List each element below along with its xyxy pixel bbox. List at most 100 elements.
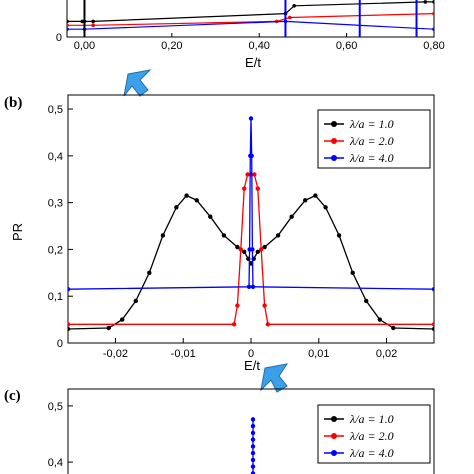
b-data-point bbox=[336, 233, 342, 238]
b-data-point bbox=[208, 214, 213, 219]
a-xtick-label: 0,60 bbox=[336, 40, 357, 52]
b-data-point bbox=[431, 287, 434, 292]
c-data-point bbox=[250, 417, 256, 422]
b-legend-marker bbox=[331, 121, 337, 127]
c-ytick-label: 0,5 bbox=[48, 401, 63, 413]
c-data-point bbox=[250, 430, 256, 436]
b-data-point bbox=[262, 303, 267, 308]
panel-b-label: (b) bbox=[4, 95, 22, 111]
b-data-point bbox=[194, 198, 199, 203]
b-data-point bbox=[160, 233, 166, 238]
b-xtick-label: 0 bbox=[248, 348, 254, 360]
b-data-point bbox=[231, 322, 237, 327]
b-ytick-label: 0,5 bbox=[48, 104, 63, 116]
b-data-point bbox=[248, 116, 254, 121]
b-xtick-label: -0,01 bbox=[171, 348, 196, 360]
a-xtick-label: 0,40 bbox=[249, 40, 270, 52]
b-data-point bbox=[289, 214, 294, 219]
b-data-point bbox=[303, 198, 308, 203]
b-data-point bbox=[259, 247, 264, 252]
a-data-point bbox=[91, 23, 95, 28]
b-data-point bbox=[255, 249, 260, 254]
c-data-point bbox=[250, 471, 256, 474]
b-data-point bbox=[68, 322, 71, 327]
b-data-point bbox=[431, 322, 434, 327]
c-data-point bbox=[250, 423, 256, 429]
a-data-point bbox=[67, 19, 69, 24]
b-data-point bbox=[184, 193, 189, 198]
b-data-point bbox=[255, 186, 260, 191]
b-data-point bbox=[249, 153, 254, 158]
panel-b-legend: λ/a = 1.0 λ/a = 2.0 λ/a = 4.0 bbox=[317, 109, 431, 169]
a-xtick-label: 0,00 bbox=[74, 40, 95, 52]
b-data-point bbox=[120, 317, 125, 322]
b-data-point bbox=[350, 270, 355, 275]
panel-b-xlabel: E/t bbox=[244, 358, 260, 373]
a-xtick-label: 0,80 bbox=[423, 40, 444, 52]
b-data-point bbox=[221, 233, 227, 238]
b-legend-label: λ/a = 1.0 bbox=[349, 117, 394, 131]
b-data-point bbox=[313, 193, 318, 198]
b-data-point bbox=[133, 298, 138, 304]
a-data-point bbox=[67, 23, 69, 28]
panel-b-ylabel: PR bbox=[10, 223, 25, 241]
a-data-point bbox=[67, 27, 69, 31]
a-series-line-3 bbox=[67, 20, 434, 30]
b-ytick-label: 0,2 bbox=[48, 244, 63, 256]
panel-a-frame bbox=[66, 0, 435, 38]
b-data-point bbox=[250, 284, 256, 289]
b-data-point bbox=[323, 205, 328, 210]
b-data-point bbox=[147, 270, 152, 275]
b-data-point bbox=[265, 322, 271, 327]
arrow-icon-1 bbox=[123, 69, 152, 97]
b-xtick-label: 0,02 bbox=[376, 348, 397, 360]
a-xtick-label: 0,20 bbox=[161, 40, 182, 52]
c-data-point bbox=[250, 457, 256, 463]
panel-b: (b) -0,02 -0,01 0 0,01 0,0200,10,20,30,40,5 … bbox=[4, 94, 435, 373]
c-data-point bbox=[250, 444, 256, 449]
b-data-point bbox=[235, 303, 240, 308]
b-data-point bbox=[275, 233, 281, 238]
b-data-point bbox=[391, 325, 396, 331]
c-legend-label: λ/a = 4.0 bbox=[349, 446, 394, 460]
c-data-point bbox=[250, 450, 256, 456]
b-data-point bbox=[252, 172, 257, 177]
arrow-icon-2 bbox=[260, 363, 289, 393]
b-data-point bbox=[238, 247, 243, 252]
panel-c-frame bbox=[67, 388, 435, 474]
a-data-point bbox=[288, 15, 292, 20]
c-legend-marker bbox=[331, 450, 337, 456]
b-legend-marker bbox=[331, 138, 337, 144]
panel-c-legend: λ/a = 1.0 λ/a = 2.0 λ/a = 4.0 bbox=[317, 404, 431, 464]
c-data-point bbox=[250, 437, 256, 442]
b-legend-marker bbox=[331, 155, 337, 161]
b-data-point bbox=[250, 247, 255, 252]
b-xtick-label: -0,02 bbox=[103, 348, 128, 360]
b-data-point bbox=[174, 205, 179, 210]
b-ytick-label: 0,1 bbox=[48, 291, 63, 303]
b-data-point bbox=[262, 244, 267, 250]
c-ytick-label: 0,4 bbox=[48, 457, 63, 469]
a-data-point bbox=[423, 0, 428, 4]
b-data-point bbox=[106, 325, 111, 331]
c-legend-label: λ/a = 2.0 bbox=[349, 429, 394, 443]
c-data-point bbox=[250, 464, 256, 469]
b-ytick-label: 0 bbox=[57, 338, 63, 350]
b-legend-label: λ/a = 4.0 bbox=[349, 151, 394, 165]
panel-c: (c) 0,4 0,5 λ/a = 1.0 λ/a = 2.0 λ/a = 4.0 bbox=[4, 388, 435, 474]
b-data-point bbox=[377, 317, 382, 322]
c-legend-marker bbox=[331, 433, 337, 439]
b-data-point bbox=[68, 287, 71, 292]
panel-c-label: (c) bbox=[4, 388, 21, 404]
a-data-point bbox=[432, 0, 434, 4]
c-legend-marker bbox=[331, 416, 337, 422]
panel-a-xlabel: E/t bbox=[245, 55, 261, 70]
panel-a: 0,00 0,20 0,40 0,60 0,80 0 E/t bbox=[56, 0, 445, 70]
b-data-point bbox=[364, 298, 369, 304]
b-data-point bbox=[245, 172, 250, 177]
a-data-point bbox=[432, 27, 434, 31]
a-data-point bbox=[432, 11, 434, 16]
b-legend-label: λ/a = 2.0 bbox=[349, 134, 394, 148]
b-data-point bbox=[431, 326, 434, 332]
